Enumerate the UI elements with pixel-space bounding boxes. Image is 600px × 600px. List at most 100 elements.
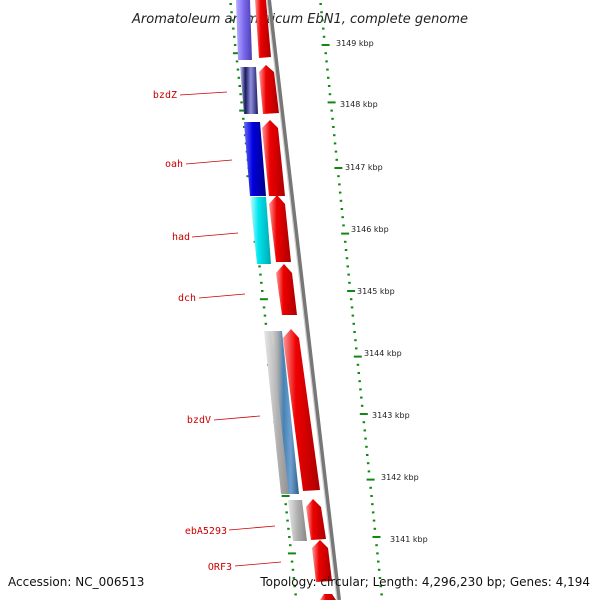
gene-block-bzdZ[interactable] bbox=[240, 67, 258, 114]
gene-arrow-bottom[interactable] bbox=[320, 594, 336, 600]
tick-mark bbox=[238, 85, 241, 87]
gene-block-purple[interactable] bbox=[236, 0, 252, 60]
tick-mark bbox=[242, 117, 245, 120]
gene-labels: bzdZ oah had dch bzdV ebA5293 ORF3 bbox=[153, 90, 282, 573]
kbp-label: 3149 kbp bbox=[336, 39, 374, 48]
tick-mark bbox=[230, 11, 233, 14]
tick-mark bbox=[375, 544, 378, 547]
gene-label-text: oah bbox=[165, 159, 183, 170]
kbp-labels: 3149 kbp 3148 kbp 3147 kbp 3146 kbp 3145… bbox=[336, 39, 428, 544]
gene-arrow-4[interactable] bbox=[269, 195, 291, 262]
label-bzdZ[interactable]: bzdZ bbox=[153, 90, 228, 101]
tick-mark bbox=[355, 347, 358, 350]
tick-mark bbox=[353, 355, 362, 358]
tick-mark bbox=[356, 363, 360, 366]
tick-mark bbox=[332, 126, 335, 128]
tick-mark bbox=[287, 527, 290, 530]
label-had[interactable]: had bbox=[172, 232, 239, 243]
tick-mark bbox=[342, 224, 345, 227]
tick-mark bbox=[379, 585, 383, 588]
gene-arrow-3[interactable] bbox=[262, 120, 285, 196]
label-oah[interactable]: oah bbox=[165, 159, 233, 170]
gene-arrow-1[interactable] bbox=[255, 0, 271, 58]
tick-mark bbox=[237, 76, 241, 79]
outer-tick-ring bbox=[319, 3, 383, 596]
tick-mark bbox=[359, 388, 362, 391]
tick-mark bbox=[373, 527, 377, 530]
tick-mark bbox=[293, 585, 296, 588]
tick-mark bbox=[362, 421, 366, 424]
kbp-label: 3142 kbp bbox=[381, 473, 419, 482]
tick-mark bbox=[261, 290, 264, 292]
tick-mark bbox=[366, 454, 369, 456]
tick-mark bbox=[240, 101, 243, 104]
gene-label-text: had bbox=[172, 232, 190, 243]
tick-mark bbox=[370, 495, 373, 497]
tick-mark bbox=[364, 437, 367, 440]
gene-arrow-ebA5293[interactable] bbox=[306, 499, 326, 540]
tick-mark bbox=[286, 519, 289, 522]
gene-block-had[interactable] bbox=[250, 197, 271, 264]
tick-mark bbox=[338, 183, 341, 186]
kbp-label: 3148 kbp bbox=[340, 100, 378, 109]
tick-mark bbox=[333, 134, 336, 137]
tick-mark bbox=[331, 117, 334, 120]
kbp-label: 3145 kbp bbox=[357, 287, 395, 296]
tick-mark bbox=[348, 281, 351, 284]
gene-label-text: dch bbox=[178, 293, 196, 304]
label-ebA5293[interactable]: ebA5293 bbox=[185, 525, 276, 537]
tick-mark bbox=[330, 109, 333, 112]
label-bzdV[interactable]: bzdV bbox=[187, 415, 261, 426]
gene-arrow-ORF3[interactable] bbox=[312, 540, 332, 582]
tick-mark bbox=[325, 60, 328, 63]
tick-mark bbox=[366, 478, 375, 481]
tick-mark bbox=[264, 322, 268, 325]
tick-mark bbox=[349, 298, 353, 301]
tick-mark bbox=[338, 191, 342, 194]
tick-mark bbox=[321, 44, 330, 46]
tick-mark bbox=[341, 216, 344, 219]
gene-arrow-2[interactable] bbox=[259, 65, 279, 114]
gene-arrow-bzdV[interactable] bbox=[283, 329, 320, 491]
tick-mark bbox=[354, 339, 357, 342]
gene-block-oah[interactable] bbox=[244, 122, 266, 196]
tick-mark bbox=[360, 404, 364, 407]
kbp-label: 3147 kbp bbox=[345, 163, 383, 172]
tick-mark bbox=[351, 314, 355, 317]
tick-mark bbox=[367, 470, 371, 473]
tick-mark bbox=[372, 536, 381, 538]
tick-mark bbox=[337, 175, 340, 178]
tick-mark bbox=[229, 3, 232, 5]
tick-mark bbox=[365, 445, 368, 448]
tick-mark bbox=[321, 19, 324, 22]
kbp-label: 3146 kbp bbox=[351, 225, 389, 234]
reverse-strand-genes bbox=[236, 0, 307, 541]
tick-mark bbox=[371, 511, 375, 514]
tick-mark bbox=[358, 380, 361, 383]
tick-mark bbox=[328, 93, 332, 96]
tick-mark bbox=[380, 593, 383, 596]
label-ORF3[interactable]: ORF3 bbox=[208, 561, 282, 573]
tick-mark bbox=[371, 503, 374, 506]
forward-strand-genes bbox=[255, 0, 336, 600]
tick-mark bbox=[236, 68, 240, 71]
tick-mark bbox=[235, 60, 239, 63]
tick-mark bbox=[324, 52, 327, 55]
gene-label-text: bzdZ bbox=[153, 90, 177, 101]
gene-block-ebA5293[interactable] bbox=[288, 500, 307, 541]
tick-mark bbox=[262, 306, 266, 309]
tick-mark bbox=[239, 109, 248, 112]
tick-mark bbox=[357, 372, 360, 374]
tick-mark bbox=[281, 495, 290, 497]
tick-mark bbox=[347, 273, 350, 276]
gene-block-bzdV[interactable] bbox=[271, 331, 299, 494]
tick-mark bbox=[285, 511, 288, 514]
tick-mark bbox=[260, 281, 263, 284]
tick-mark bbox=[334, 167, 343, 169]
label-dch[interactable]: dch bbox=[178, 293, 246, 304]
gene-arrow-dch[interactable] bbox=[276, 264, 297, 315]
tick-mark bbox=[359, 413, 368, 415]
tick-mark bbox=[326, 68, 329, 71]
tick-mark bbox=[335, 158, 338, 161]
